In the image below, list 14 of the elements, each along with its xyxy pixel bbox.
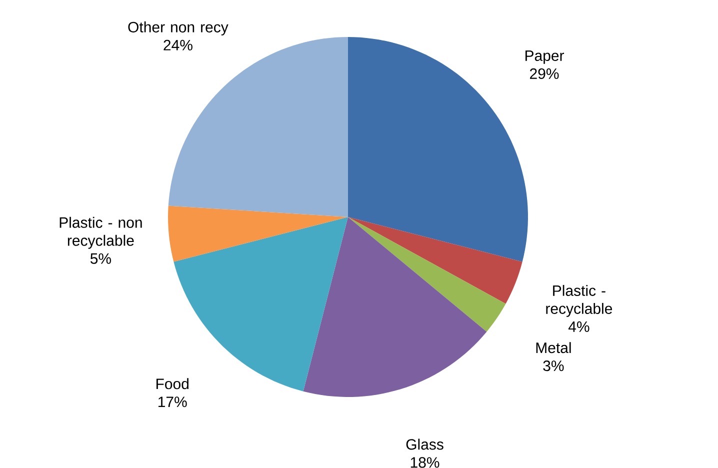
data-label: 17% bbox=[158, 396, 187, 408]
slice-label: Metal bbox=[536, 342, 571, 354]
slice-label: Plastic - recyclable bbox=[546, 285, 612, 318]
slice-label: Food bbox=[156, 378, 188, 390]
data-label: 5% bbox=[90, 253, 112, 264]
data-label: 24% bbox=[164, 40, 192, 51]
data-label: 29% bbox=[530, 68, 559, 80]
slice-label: Plastic - non recyclable bbox=[60, 216, 142, 249]
data-label: 3% bbox=[543, 360, 564, 372]
slice-label: Other non recy bbox=[128, 22, 228, 36]
data-label: 18% bbox=[410, 457, 440, 468]
data-label: 4% bbox=[568, 322, 590, 332]
slice-label: Paper bbox=[525, 50, 564, 64]
slice-label: Glass bbox=[406, 438, 444, 450]
